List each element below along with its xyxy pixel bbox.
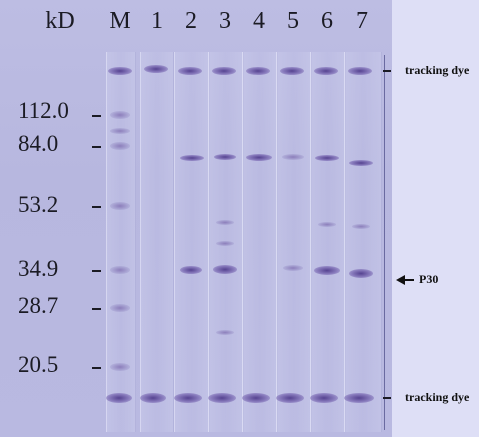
band-2-80kd — [180, 155, 204, 161]
band-3-faint-b — [216, 241, 234, 246]
band-3-80kd — [214, 154, 236, 160]
band-7-p30 — [349, 269, 373, 278]
p30-arrow-icon — [396, 275, 405, 285]
band-3-faint-a — [216, 220, 234, 225]
marker-tick-53 — [92, 206, 101, 208]
lane-strip-7 — [344, 52, 382, 432]
band-m-53 — [110, 202, 130, 210]
band-5-tracking-top — [280, 67, 304, 75]
lane-label-5: 5 — [287, 8, 299, 34]
band-m-tracking-top — [108, 67, 132, 75]
marker-label-34: 34.9 — [18, 256, 59, 281]
band-4-tracking-bottom — [242, 393, 270, 403]
marker-label-84: 84.0 — [18, 131, 59, 156]
lane-label-m: M — [109, 8, 131, 34]
band-7-tracking-bottom — [344, 393, 374, 403]
tracking-dye-bottom-label: tracking dye — [405, 390, 470, 404]
band-5-p30 — [283, 265, 303, 271]
lane-label-7: 7 — [356, 8, 368, 34]
lane-strip-4 — [242, 52, 278, 432]
lane-label-1: 1 — [151, 8, 163, 34]
marker-tick-34 — [92, 270, 101, 272]
band-7-tracking-top — [348, 67, 372, 75]
p30-arrow-shaft — [404, 279, 414, 281]
marker-label-53: 53.2 — [18, 192, 59, 217]
band-5-tracking-bottom — [276, 393, 304, 403]
band-4-tracking-top — [246, 67, 270, 75]
marker-tick-112 — [92, 115, 101, 117]
band-1-tracking-bottom — [140, 393, 166, 403]
band-6-faint-a — [318, 222, 336, 227]
marker-label-112: 112.0 — [18, 98, 69, 123]
tracking-dye-bottom-tick — [383, 397, 391, 399]
lane-label-6: 6 — [321, 8, 333, 34]
lane-strip-m — [106, 52, 136, 432]
marker-tick-28 — [92, 308, 101, 310]
band-m-tracking-bottom — [106, 393, 132, 403]
lane-label-2: 2 — [185, 8, 197, 34]
lane-strip-6 — [310, 52, 346, 432]
marker-label-28: 28.7 — [18, 293, 59, 318]
band-6-80kd — [315, 155, 339, 161]
marker-label-20: 20.5 — [18, 352, 59, 377]
band-6-p30 — [314, 266, 340, 275]
band-3-faint-c — [216, 330, 234, 335]
p30-label: P30 — [419, 272, 439, 286]
band-2-tracking-top — [178, 67, 202, 75]
band-6-tracking-top — [314, 67, 338, 75]
band-m-112 — [110, 111, 130, 119]
band-m-84 — [110, 142, 130, 150]
lane-strip-5 — [276, 52, 312, 432]
band-m-100 — [110, 128, 130, 134]
unit-label: kD — [45, 8, 75, 34]
band-7-faint-a — [352, 224, 370, 229]
membrane-edge-line — [384, 55, 385, 430]
lane-label-4: 4 — [253, 8, 265, 34]
band-2-p30 — [180, 266, 202, 274]
band-5-80kd — [282, 154, 304, 160]
band-3-tracking-top — [212, 67, 236, 75]
band-2-tracking-bottom — [174, 393, 202, 403]
tracking-dye-top-tick — [383, 70, 391, 72]
marker-tick-84 — [92, 146, 101, 148]
tracking-dye-top-label: tracking dye — [405, 63, 470, 77]
marker-tick-20 — [92, 367, 101, 369]
band-4-80kd — [246, 154, 272, 161]
band-7-80kd — [349, 160, 373, 166]
band-m-34 — [110, 266, 130, 274]
band-3-tracking-bottom — [208, 393, 236, 403]
band-m-28 — [110, 304, 130, 312]
band-6-tracking-bottom — [310, 393, 338, 403]
band-3-p30 — [213, 265, 237, 274]
lane-strip-1 — [140, 52, 174, 432]
band-m-20 — [110, 363, 130, 371]
lane-label-3: 3 — [219, 8, 231, 34]
lane-strip-2 — [174, 52, 210, 432]
band-1-tracking-top — [144, 65, 168, 73]
